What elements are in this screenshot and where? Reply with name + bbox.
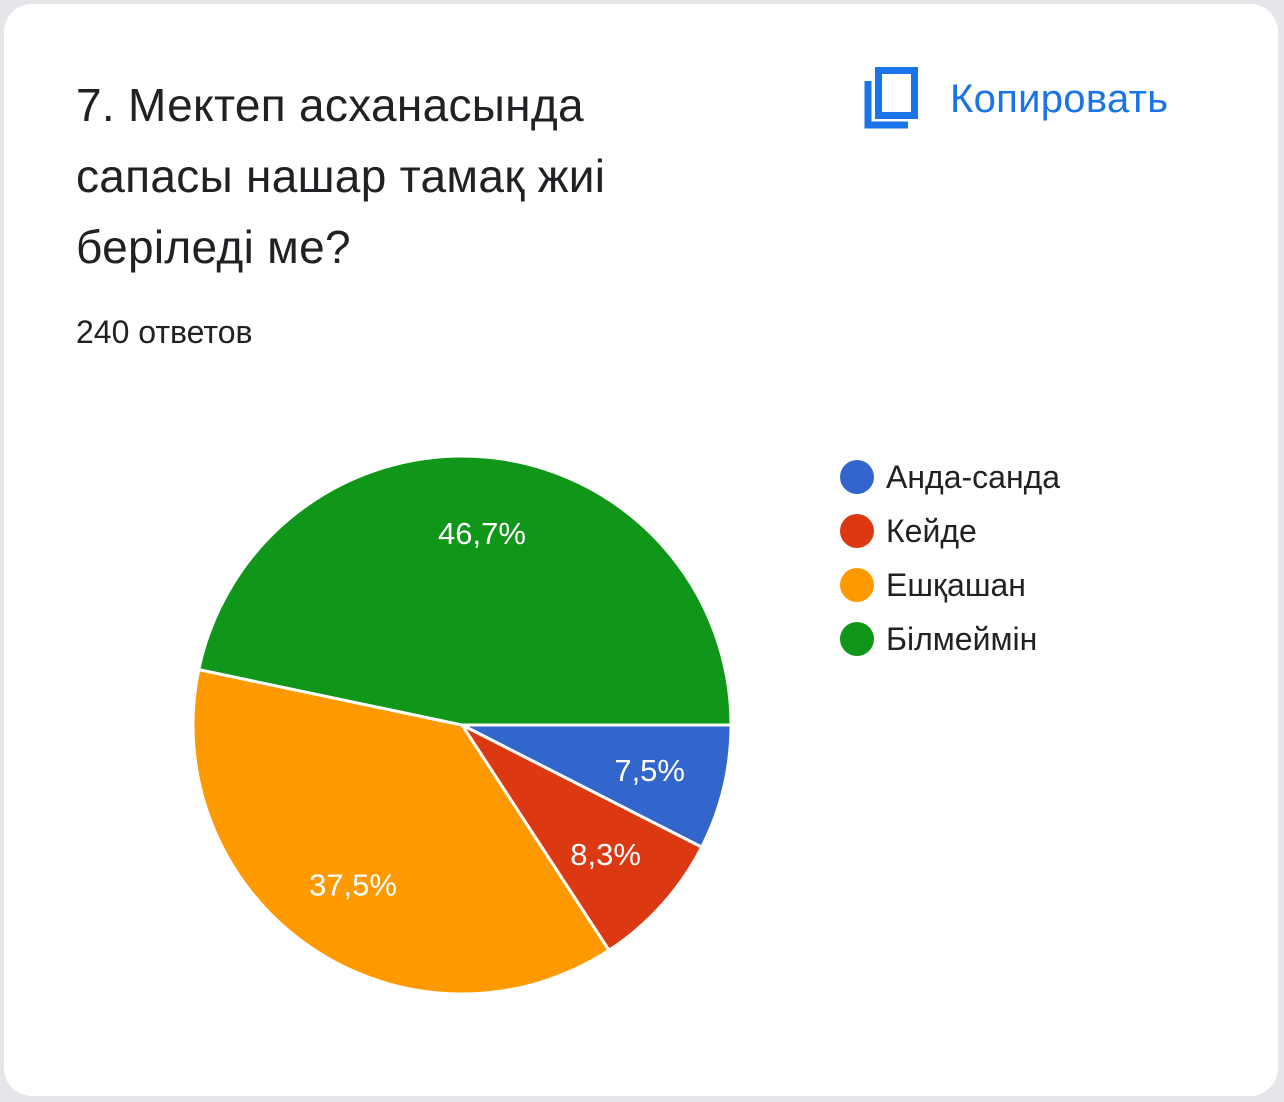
copy-button[interactable]: Копировать (862, 66, 1168, 132)
question-title: 7. Мектеп асханасында сапасы нашар тамақ… (76, 79, 606, 273)
pie-slice-3 (191, 668, 611, 996)
pie-slice-2 (460, 723, 704, 952)
legend-label: Білмеймін (886, 620, 1038, 657)
legend-swatch (840, 568, 874, 602)
legend-label: Кейде (886, 512, 977, 549)
legend-item-2: Кейде (840, 504, 1060, 558)
pie-chart: 7,5% 8,3% 37,5% 46,7% (191, 454, 733, 996)
legend-swatch (840, 622, 874, 656)
pie-slice-label-1: 7,5% (614, 753, 685, 788)
chart-legend: Анда-санда Кейде Ешқашан Білмеймін (840, 450, 1060, 666)
legend-item-1: Анда-санда (840, 450, 1060, 504)
legend-label: Ешқашан (886, 566, 1026, 603)
legend-swatch (840, 514, 874, 548)
legend-label: Анда-санда (886, 458, 1061, 495)
pie-slice-label-2: 8,3% (570, 837, 641, 872)
response-count: 240 ответов (76, 314, 253, 350)
legend-swatch (840, 460, 874, 494)
legend-item-4: Білмеймін (840, 612, 1060, 666)
pie-slice-1 (460, 723, 733, 849)
legend-item-3: Ешқашан (840, 558, 1060, 612)
pie-slice-label-4: 46,7% (438, 516, 526, 551)
copy-icon (862, 67, 920, 131)
pie-slice-4 (197, 454, 733, 727)
copy-label: Копировать (950, 76, 1169, 121)
chart-card: 7. Мектеп асханасында сапасы нашар тамақ… (4, 4, 1278, 1096)
pie-slice-label-3: 37,5% (309, 867, 397, 902)
